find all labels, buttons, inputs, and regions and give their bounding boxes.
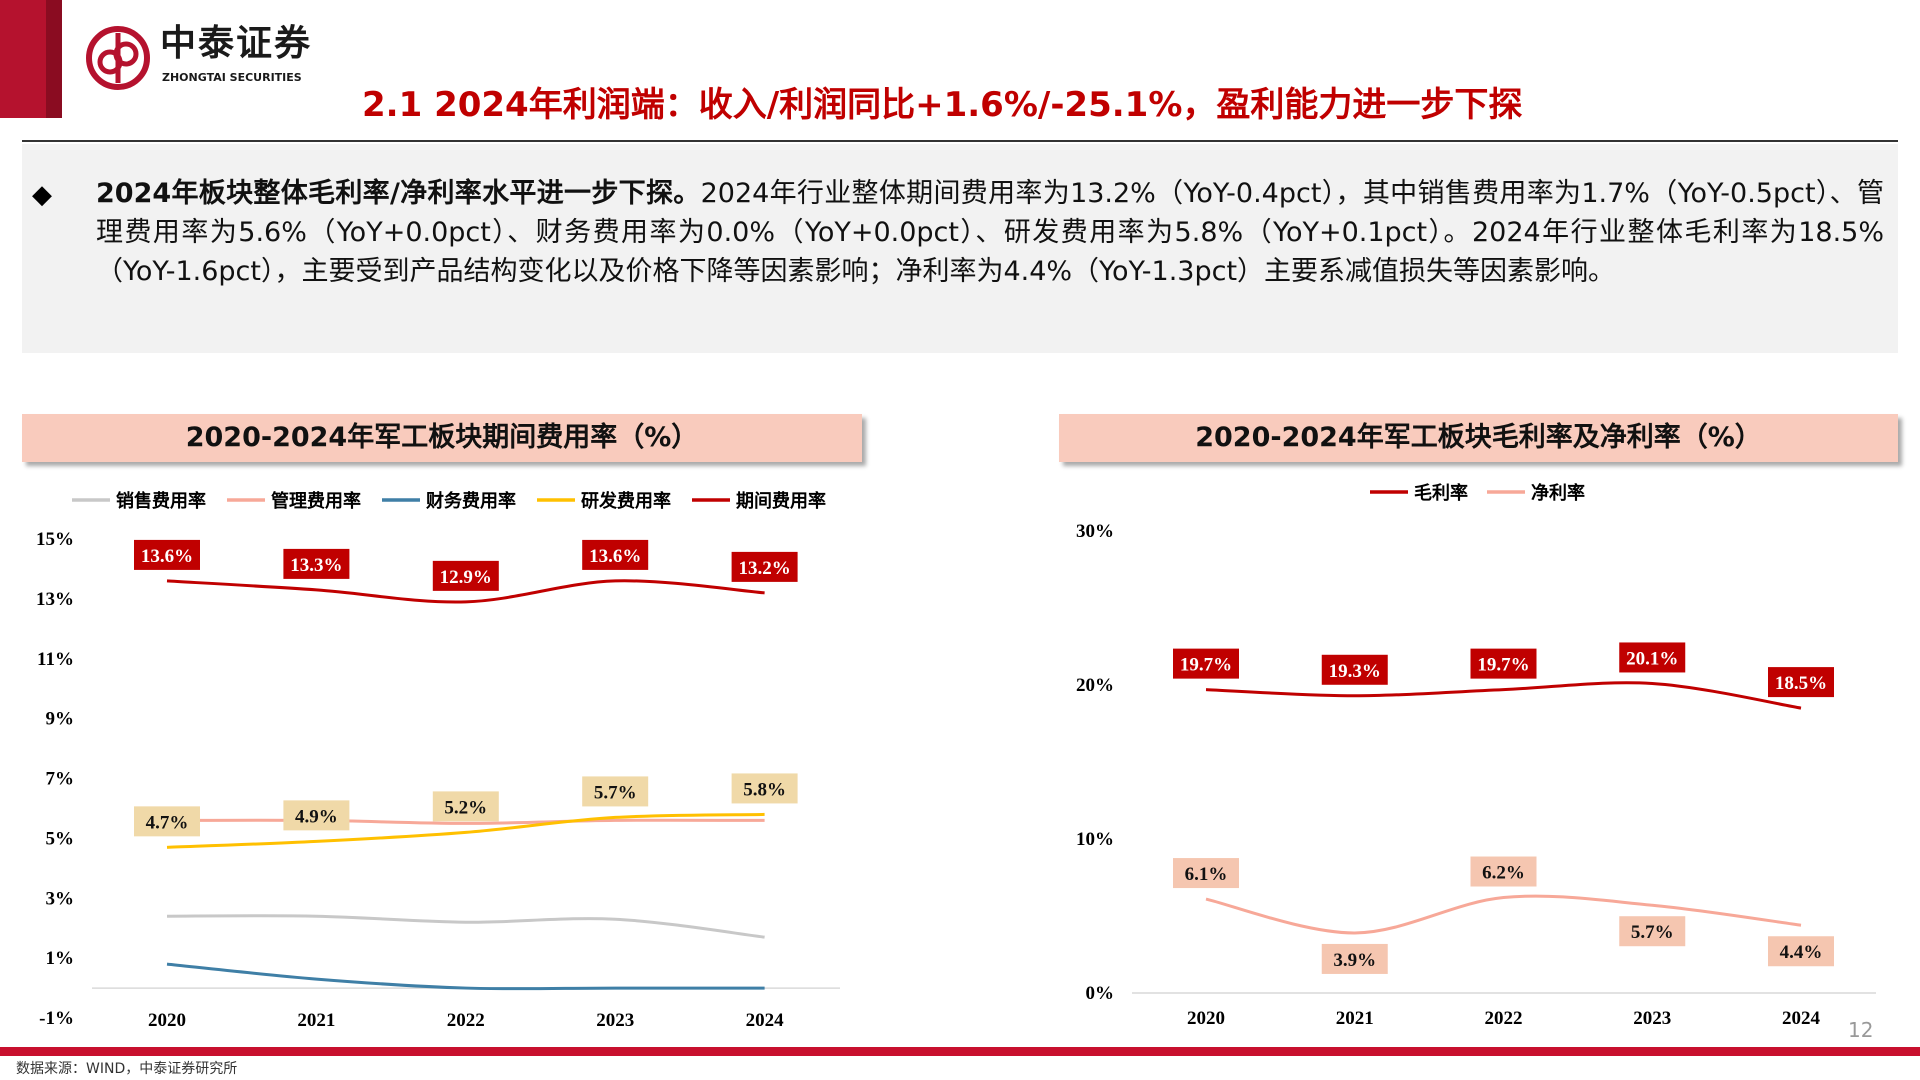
legend-label: 销售费用率	[116, 490, 206, 511]
series-line	[166, 914, 765, 939]
data-label-box	[1619, 916, 1686, 947]
data-label: 4.9%	[295, 806, 338, 827]
slide-title: 2.1 2024年利润端：收入/利润同比+1.6%/-25.1%，盈利能力进一步…	[362, 85, 1523, 125]
data-label-box	[134, 806, 200, 837]
logo-icon	[86, 26, 150, 90]
data-label: 19.7%	[1477, 655, 1529, 676]
data-label: 20.1%	[1626, 648, 1678, 669]
logo-subtext: ZHONGTAI SECURITIES	[162, 71, 302, 84]
footer-bar	[0, 1047, 1920, 1056]
data-label-box	[134, 539, 200, 570]
series-line	[166, 579, 765, 604]
x-tick-label: 2023	[1633, 1008, 1671, 1029]
legend-label: 净利率	[1531, 482, 1585, 503]
x-tick-label: 2022	[447, 1010, 485, 1030]
brand-bar-accent	[46, 0, 62, 118]
data-label: 3.9%	[1333, 950, 1376, 971]
x-tick-label: 2020	[1187, 1008, 1225, 1029]
data-label: 19.7%	[1180, 655, 1232, 676]
data-label: 13.6%	[589, 546, 641, 567]
data-label-box	[731, 551, 798, 582]
data-label: 18.5%	[1775, 673, 1827, 694]
x-tick-label: 2024	[746, 1010, 785, 1030]
data-label-box	[731, 773, 798, 804]
x-tick-label: 2024	[1782, 1008, 1821, 1029]
logo-text: 中泰证券	[160, 23, 313, 64]
data-label-box	[1321, 654, 1388, 685]
data-label-box	[1768, 936, 1834, 967]
summary-box: 2024年板块整体毛利率/净利率水平进一步下探。2024年行业整体期间费用率为1…	[22, 144, 1898, 353]
data-label-box	[1768, 667, 1834, 698]
data-label-box	[432, 560, 499, 591]
y-tick-label: 7%	[46, 769, 75, 790]
data-label: 13.3%	[290, 555, 342, 576]
data-label-box	[1619, 642, 1686, 673]
y-tick-label: -1%	[39, 1008, 74, 1029]
y-tick-label: 1%	[46, 948, 75, 969]
series-line	[166, 818, 765, 825]
series-line	[1205, 681, 1802, 710]
y-tick-label: 9%	[46, 709, 75, 730]
data-label-box	[582, 776, 649, 807]
y-tick-label: 5%	[46, 828, 75, 849]
x-tick-label: 2022	[1485, 1008, 1523, 1029]
data-label: 5.7%	[1631, 922, 1674, 943]
legend-label: 管理费用率	[271, 490, 361, 511]
data-label-box	[582, 539, 649, 570]
legend-label: 研发费用率	[581, 490, 671, 511]
chart-right-header: 2020-2024年军工板块毛利率及净利率（%）	[1059, 414, 1898, 462]
data-label-box	[283, 548, 350, 579]
data-label: 6.1%	[1185, 864, 1228, 885]
y-tick-label: 15%	[36, 529, 74, 550]
data-label: 13.2%	[738, 558, 790, 579]
data-label-box	[1470, 648, 1537, 679]
legend-label: 毛利率	[1414, 482, 1468, 503]
title-divider	[22, 140, 1898, 142]
bullet-diamond-icon: ◆	[32, 180, 52, 210]
y-tick-label: 20%	[1076, 675, 1114, 696]
data-label: 19.3%	[1329, 661, 1381, 682]
y-tick-label: 3%	[46, 888, 75, 909]
data-label: 4.7%	[146, 812, 189, 833]
y-tick-label: 10%	[1076, 829, 1114, 850]
series-line	[166, 812, 765, 849]
x-tick-label: 2020	[148, 1010, 186, 1030]
legend-label: 财务费用率	[426, 490, 516, 511]
chart-left-header: 2020-2024年军工板块期间费用率（%）	[22, 414, 862, 462]
summary-headline: 2024年板块整体毛利率/净利率水平进一步下探。	[96, 178, 701, 209]
x-tick-label: 2021	[297, 1010, 335, 1030]
y-tick-label: 0%	[1086, 983, 1115, 1004]
y-tick-label: 13%	[36, 589, 74, 610]
y-tick-label: 30%	[1076, 521, 1114, 542]
data-label: 12.9%	[440, 567, 492, 588]
data-label-box	[432, 791, 499, 822]
expense-ratio-chart: -1% 1% 3% 5% 7% 9% 11% 13% 15% 2020 2021 2022 2023 20…	[36, 490, 840, 1030]
data-label-box	[1173, 648, 1239, 679]
series-line	[1205, 894, 1802, 935]
page-number: 12	[1848, 1018, 1874, 1042]
data-label-box	[1321, 943, 1388, 974]
margin-chart: 0% 10% 20% 30% 2020 2021 2022 2023 2024 毛利率 净利率 19.…	[1076, 482, 1876, 1029]
data-label: 5.2%	[444, 797, 487, 818]
data-label: 5.8%	[743, 779, 786, 800]
x-tick-label: 2023	[596, 1010, 634, 1030]
data-label: 5.7%	[594, 782, 637, 803]
legend-label: 期间费用率	[736, 490, 826, 511]
data-label: 6.2%	[1482, 863, 1525, 884]
data-label-box	[1173, 858, 1239, 889]
y-tick-label: 11%	[37, 649, 74, 670]
x-tick-label: 2021	[1336, 1008, 1374, 1029]
data-label-box	[1470, 856, 1537, 887]
summary-text: 2024年行业整体期间费用率为13.2%（YoY-0.4pct），其中销售费用率…	[96, 178, 1884, 287]
series-line	[166, 962, 765, 991]
data-label-box	[283, 800, 350, 831]
source-note: 数据来源：WIND，中泰证券研究所	[16, 1061, 238, 1077]
data-label: 13.6%	[141, 546, 193, 567]
data-label: 4.4%	[1780, 942, 1823, 963]
